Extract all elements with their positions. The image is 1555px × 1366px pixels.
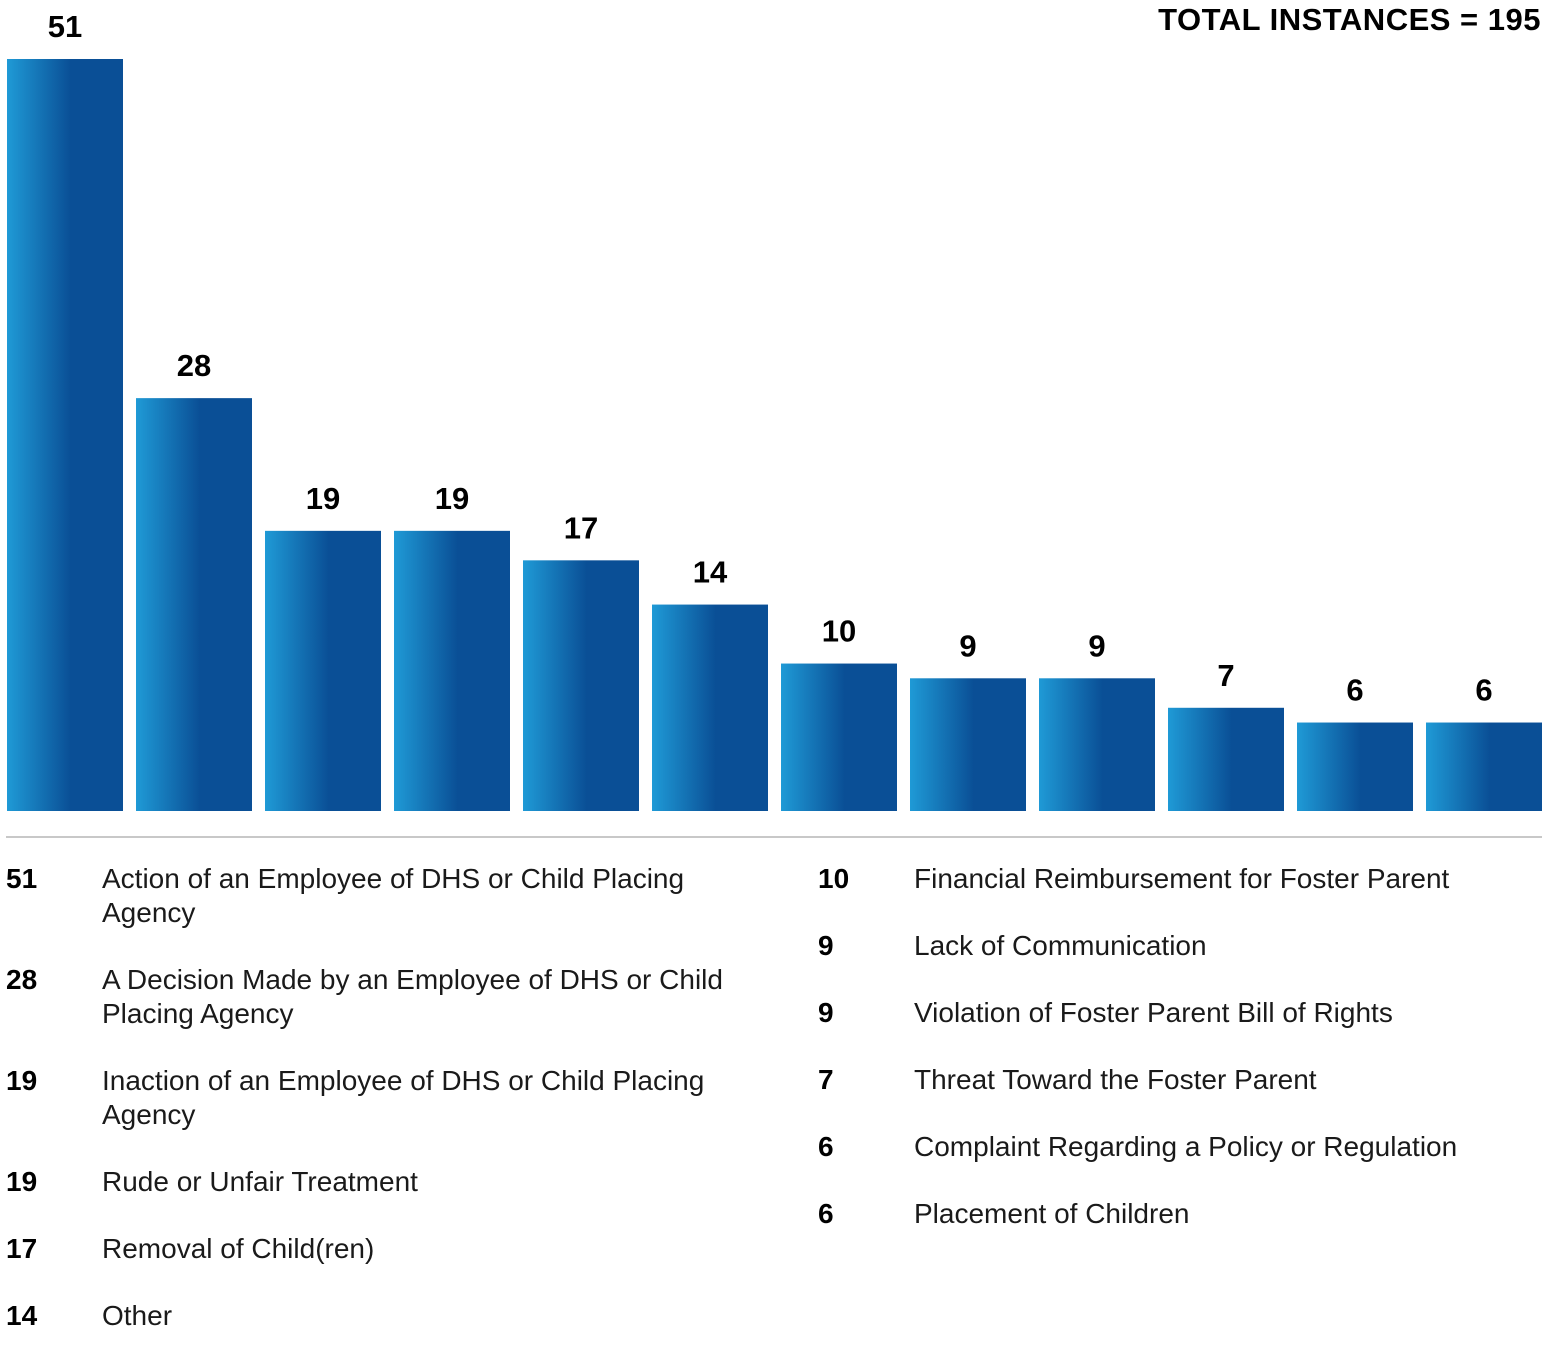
legend-item: 14 Other <box>6 1299 746 1333</box>
bar-value-label: 19 <box>435 481 469 516</box>
legend-value: 6 <box>818 1198 834 1229</box>
bar-value-label: 9 <box>1088 628 1105 663</box>
divider <box>6 836 1542 838</box>
bar-value-label: 51 <box>48 9 82 44</box>
legend-value: 9 <box>818 930 834 961</box>
legend-item: 19 Inaction of an Employee of DHS or Chi… <box>6 1064 746 1132</box>
bar-11 <box>1297 722 1413 811</box>
legend-value: 7 <box>818 1064 834 1095</box>
bar-value-label: 17 <box>564 510 598 545</box>
bars-group <box>7 59 1542 811</box>
legend-label: Financial Reimbursement for Foster Paren… <box>914 863 1450 894</box>
legend-label: Action of an Employee of DHS or Child Pl… <box>102 863 685 928</box>
bar-2 <box>136 398 252 811</box>
legend-value: 51 <box>6 863 38 894</box>
bar-chart: 51 28 19 19 17 14 10 9 9 7 6 6 <box>7 9 1542 811</box>
bar-12 <box>1426 722 1542 811</box>
legend-value: 19 <box>6 1166 38 1197</box>
legend-value: 6 <box>818 1131 834 1162</box>
legend-label: Threat Toward the Foster Parent <box>914 1064 1317 1095</box>
bar-7 <box>781 663 897 811</box>
legend-label: Complaint Regarding a Policy or Regulati… <box>914 1131 1458 1162</box>
bar-6 <box>652 604 768 811</box>
legend-item: 10 Financial Reimbursement for Foster Pa… <box>818 862 1548 896</box>
legend-label: A Decision Made by an Employee of DHS or… <box>102 964 723 1029</box>
legend-value: 17 <box>6 1233 38 1264</box>
legend-item: 28 A Decision Made by an Employee of DHS… <box>6 963 746 1031</box>
bar-value-label: 9 <box>959 628 976 663</box>
bar-5 <box>523 560 639 811</box>
bar-value-label: 10 <box>822 614 856 649</box>
bar-10 <box>1168 707 1284 811</box>
legend-label: Violation of Foster Parent Bill of Right… <box>914 997 1393 1028</box>
bar-value-label: 6 <box>1346 673 1363 708</box>
bar-8 <box>910 678 1026 811</box>
legend-label: Removal of Child(ren) <box>102 1233 375 1264</box>
legend-value: 14 <box>6 1300 38 1331</box>
bar-1 <box>7 59 123 811</box>
legend-item: 7 Threat Toward the Foster Parent <box>818 1063 1548 1097</box>
legend-item: 51 Action of an Employee of DHS or Child… <box>6 862 746 930</box>
legend-item: 19 Rude or Unfair Treatment <box>6 1165 746 1199</box>
legend-value: 28 <box>6 964 38 995</box>
legend-label: Lack of Communication <box>914 930 1207 961</box>
legend-item: 6 Placement of Children <box>818 1197 1548 1231</box>
bar-labels-group: 51 28 19 19 17 14 10 9 9 7 6 6 <box>48 9 1493 708</box>
legend-value: 9 <box>818 997 834 1028</box>
legend-item: 9 Lack of Communication <box>818 929 1548 963</box>
legend-label: Placement of Children <box>914 1198 1190 1229</box>
bar-value-label: 19 <box>306 481 340 516</box>
legend-label: Rude or Unfair Treatment <box>102 1166 418 1197</box>
legend-item: 6 Complaint Regarding a Policy or Regula… <box>818 1130 1548 1164</box>
legend-value: 10 <box>818 863 850 894</box>
bar-9 <box>1039 678 1155 811</box>
legend-label: Other <box>102 1300 173 1331</box>
bar-3 <box>265 530 381 811</box>
legend-right: 10 Financial Reimbursement for Foster Pa… <box>818 862 1548 1264</box>
legend-label: Inaction of an Employee of DHS or Child … <box>102 1065 705 1130</box>
legend-left: 51 Action of an Employee of DHS or Child… <box>6 862 746 1366</box>
legend-value: 19 <box>6 1065 38 1096</box>
legend-item: 17 Removal of Child(ren) <box>6 1232 746 1266</box>
bar-value-label: 28 <box>177 348 211 383</box>
bar-value-label: 6 <box>1475 673 1492 708</box>
total-instances-label: TOTAL INSTANCES = 195 <box>1158 2 1541 37</box>
bar-value-label: 14 <box>693 555 728 590</box>
bar-4 <box>394 530 510 811</box>
bar-value-label: 7 <box>1217 658 1234 693</box>
legend-item: 9 Violation of Foster Parent Bill of Rig… <box>818 996 1548 1030</box>
